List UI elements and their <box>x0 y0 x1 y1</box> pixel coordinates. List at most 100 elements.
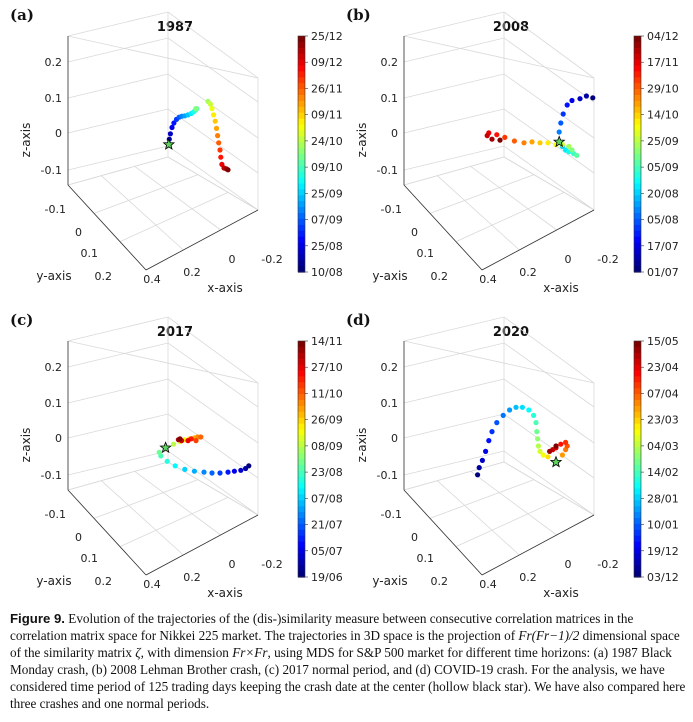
colorbar-segment <box>634 346 641 354</box>
colorbar-segment <box>634 506 641 513</box>
trajectory-point <box>484 133 490 139</box>
colorbar-segment <box>298 148 305 155</box>
y-tick-label: 0.2 <box>431 575 449 588</box>
colorbar-segment <box>298 242 305 249</box>
trajectory-point <box>553 443 559 449</box>
colorbar-segment <box>298 541 305 549</box>
trajectory-point <box>537 140 543 146</box>
trajectory-point <box>519 404 525 410</box>
y-axis-label: y-axis <box>36 574 71 588</box>
trajectory-point <box>569 147 575 153</box>
z-grid-line <box>67 450 259 516</box>
chart-panel-4: (d) 2020 0.2 0.1 0 -0.1 -0.1 0 0.1 0.2 0.4 0.2 0 -0.2… <box>346 311 679 600</box>
colorbar-segment <box>298 512 305 519</box>
z-tick-label: 0 <box>55 432 62 445</box>
trajectory-point <box>483 448 489 454</box>
colorbar-segment <box>298 394 305 401</box>
colorbar-segment <box>298 400 305 407</box>
colorbar-segment <box>634 142 641 149</box>
trajectory-point <box>177 436 183 442</box>
colorbar-tick-label: 26/11 <box>311 82 343 95</box>
trajectory-point <box>577 96 583 102</box>
z-tick-label: 0.1 <box>381 92 399 105</box>
colorbar-segment <box>634 565 641 572</box>
colorbar-segment <box>634 106 641 114</box>
trajectory-point <box>531 412 537 418</box>
colorbar-tick-label: 05/08 <box>647 214 679 227</box>
floor-grid-line <box>403 461 505 491</box>
colorbar-segment <box>634 89 641 96</box>
y-axis-line <box>403 489 483 576</box>
z-grid-line <box>403 73 595 139</box>
z-tick-label: 0.2 <box>45 56 63 69</box>
colorbar-segment <box>298 411 305 419</box>
colorbar-tick-label: 25/12 <box>311 30 343 43</box>
axis-lines <box>403 341 595 576</box>
y-axis-label: y-axis <box>36 269 71 283</box>
trajectory-point <box>171 441 177 447</box>
x-axis-line <box>481 514 595 576</box>
colorbar-segment <box>634 41 641 49</box>
trajectory-point <box>225 469 231 475</box>
chart-panel-2: (b) 2008 0.2 0.1 0 -0.1 -0.1 0 0.1 0.2 0.4 0.2 0 -0.2… <box>346 6 679 295</box>
y-tick-label: -0.1 <box>381 508 402 521</box>
y-axis-label: y-axis <box>372 269 407 283</box>
colorbar-segment <box>298 195 305 202</box>
colorbar-segment <box>634 382 641 389</box>
colorbar-segment <box>634 364 641 372</box>
x-axis-line <box>145 209 259 271</box>
colorbar-segment <box>634 423 641 431</box>
floor-grid-line <box>67 461 169 491</box>
trajectory-point <box>513 404 519 410</box>
y-tick-label: -0.1 <box>45 508 66 521</box>
trajectory-point <box>583 93 589 99</box>
colorbar-segment <box>634 154 641 161</box>
colorbar-segment <box>298 189 305 196</box>
trajectory-point <box>540 452 546 458</box>
colorbar-tick-label: 26/09 <box>311 414 343 427</box>
y-tick-label: 0.2 <box>431 270 449 283</box>
trajectory-point <box>476 465 482 471</box>
floor-back-edge <box>403 156 595 211</box>
colorbar-segment <box>298 89 305 96</box>
z-grid-line <box>67 37 259 103</box>
colorbar-tick-label: 14/02 <box>647 466 679 479</box>
trajectory-point <box>529 139 535 145</box>
colorbar-segment <box>634 464 641 472</box>
trajectory-point <box>559 452 565 458</box>
x-tick-label: 0 <box>229 253 236 266</box>
z-tick-label: 0.2 <box>381 361 399 374</box>
colorbar-tick-label: 07/08 <box>311 492 343 505</box>
trajectory-point <box>243 465 249 472</box>
chart-title: 2008 <box>493 20 529 35</box>
trajectory-point <box>238 467 244 473</box>
colorbar-tick-label: 20/08 <box>647 187 679 200</box>
back-wall-edge <box>403 340 595 515</box>
z-grid-line <box>67 108 259 174</box>
colorbar-segment <box>298 382 305 389</box>
chart-title: 2020 <box>493 325 529 340</box>
floor-grid-line <box>455 496 565 548</box>
y-tick-label: 0.2 <box>95 575 113 588</box>
axis-lines <box>67 36 259 271</box>
colorbar-segment <box>634 59 641 67</box>
colorbar-segment <box>298 53 305 61</box>
colorbar-tick-label: 17/11 <box>647 56 679 69</box>
colorbar-segment <box>634 535 641 543</box>
colorbar-segment <box>634 394 641 401</box>
colorbar-segment <box>298 71 305 78</box>
y-axis-line <box>67 489 147 576</box>
colorbar-frame <box>297 340 306 578</box>
x-tick-label: 0 <box>565 558 572 571</box>
colorbar-segment <box>634 571 641 578</box>
colorbar-segment <box>298 159 305 167</box>
colorbar-segment <box>298 453 305 460</box>
floor-grid-line <box>455 191 565 243</box>
colorbar-segment <box>298 346 305 354</box>
chart-panel-3: (c) 2017 0.2 0.1 0 -0.1 -0.1 0 0.1 0.2 0.4 0.2 0 -0.2… <box>10 311 343 600</box>
x-tick-label: -0.2 <box>261 253 282 266</box>
caption-text-1: Evolution of the trajectories of the (di… <box>10 611 634 643</box>
colorbar-segment <box>634 130 641 137</box>
colorbar-segment <box>298 358 305 366</box>
trajectory-point <box>535 443 541 449</box>
